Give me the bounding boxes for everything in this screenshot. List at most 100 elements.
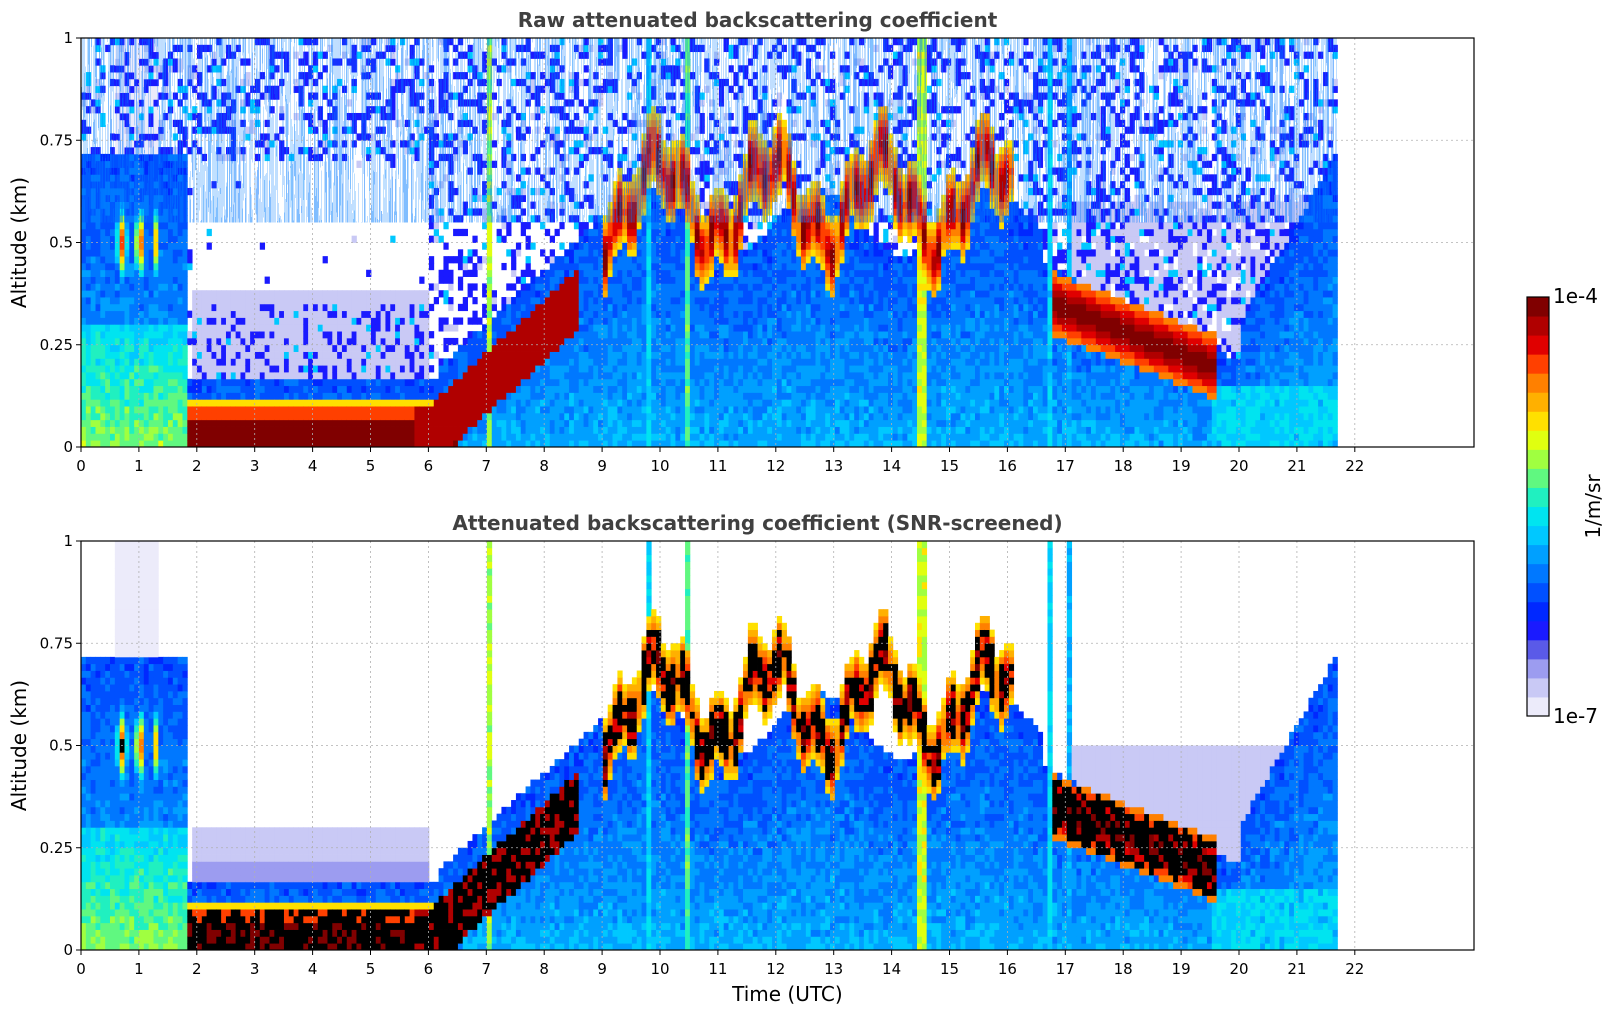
heatmap-cell <box>370 433 377 441</box>
heatmap-cell <box>366 317 372 325</box>
heatmap-cell <box>578 385 584 393</box>
heatmap-cell <box>588 256 594 264</box>
heatmap-cell <box>134 385 140 393</box>
heatmap-cell <box>651 365 657 373</box>
heatmap-cell <box>433 412 439 421</box>
heatmap-cell <box>631 283 638 291</box>
heatmap-cell <box>617 283 623 291</box>
heatmap-cell <box>182 290 188 298</box>
heatmap-cell <box>694 385 700 393</box>
heatmap-cell <box>148 249 154 257</box>
heatmap-cell <box>583 406 589 414</box>
heatmap-cell <box>515 412 522 421</box>
heatmap-cell <box>515 337 522 346</box>
heatmap-cell <box>182 440 188 447</box>
heatmap-cell <box>196 351 203 359</box>
heatmap-cell <box>332 440 338 447</box>
heatmap-cell <box>511 399 517 407</box>
heatmap-cell <box>622 262 628 271</box>
heatmap-cell <box>694 331 700 339</box>
heatmap-cell <box>138 351 145 359</box>
heatmap-cell <box>467 406 473 414</box>
heatmap-cell <box>428 406 435 414</box>
heatmap-cell <box>211 365 217 373</box>
heatmap-cell <box>660 269 667 277</box>
heatmap-cell <box>250 290 256 298</box>
heatmap-cell <box>544 433 551 441</box>
heatmap-cell <box>404 337 410 346</box>
heatmap-cell <box>694 249 700 257</box>
heatmap-cell <box>559 412 565 421</box>
heatmap-cell <box>544 331 551 339</box>
heatmap-cell <box>134 392 140 400</box>
heatmap-cell <box>90 344 96 352</box>
heatmap-cell <box>530 303 536 312</box>
heatmap-cell <box>225 351 232 359</box>
heatmap-cell <box>525 290 531 298</box>
heatmap-cell <box>293 399 299 407</box>
heatmap-cell <box>163 419 169 427</box>
heatmap-cell <box>646 235 652 243</box>
heatmap-cell <box>617 290 623 298</box>
heatmap-cell <box>201 317 208 325</box>
heatmap-cell <box>235 303 241 312</box>
heatmap-cell <box>346 412 353 421</box>
heatmap-cell <box>163 378 169 387</box>
heatmap-cell <box>583 331 589 339</box>
heatmap-cell <box>414 406 420 414</box>
heatmap-cell <box>419 406 425 414</box>
heatmap-cell <box>540 406 546 414</box>
heatmap-cell <box>525 317 531 325</box>
heatmap-cell <box>559 399 565 407</box>
heatmap-cell <box>167 337 174 346</box>
heatmap-cell <box>482 242 488 250</box>
heatmap-cell <box>656 331 662 339</box>
heatmap-cell <box>279 440 285 447</box>
heatmap-cell <box>453 256 459 264</box>
heatmap-cell <box>225 378 232 387</box>
heatmap-cell <box>694 269 700 277</box>
heatmap-cell <box>564 365 570 373</box>
heatmap-cell <box>225 412 232 421</box>
heatmap-cell <box>685 290 691 298</box>
heatmap-cell <box>656 412 662 421</box>
heatmap-cell <box>196 385 203 393</box>
heatmap-cell <box>167 399 174 407</box>
heatmap-cell <box>685 317 691 325</box>
heatmap-cell <box>143 337 150 346</box>
heatmap-cell <box>554 297 560 305</box>
heatmap-cell <box>346 324 353 332</box>
heatmap-cell <box>583 222 589 230</box>
panel-raw: Raw attenuated backscattering coefficien… <box>7 8 1475 475</box>
heatmap-cell <box>680 242 686 250</box>
heatmap-cell <box>486 385 493 393</box>
heatmap-cell <box>317 433 324 441</box>
heatmap-cell <box>322 392 328 400</box>
heatmap-cell <box>636 378 642 387</box>
heatmap-cell <box>627 256 633 264</box>
heatmap-cell <box>515 249 522 257</box>
heatmap-cell <box>593 365 599 373</box>
heatmap-cell <box>559 276 565 284</box>
heatmap-cell <box>370 351 377 359</box>
heatmap-cell <box>617 378 623 387</box>
heatmap-cell <box>631 419 638 427</box>
heatmap-cell <box>482 385 488 393</box>
heatmap-cell <box>689 385 696 393</box>
heatmap-cell <box>472 297 478 305</box>
heatmap-cell <box>95 426 101 434</box>
heatmap-cell <box>380 297 386 305</box>
heatmap-cell <box>477 344 483 352</box>
heatmap-cell <box>163 385 169 393</box>
heatmap-cell <box>153 262 159 271</box>
heatmap-cell <box>428 399 435 407</box>
heatmap-cell <box>269 297 275 305</box>
heatmap-cell <box>525 385 531 393</box>
heatmap-cell <box>375 385 382 393</box>
heatmap-cell <box>404 324 410 332</box>
heatmap-cell <box>380 412 386 421</box>
heatmap-cell <box>491 406 497 414</box>
heatmap-cell <box>254 317 261 325</box>
heatmap-cell <box>230 406 237 414</box>
heatmap-cell <box>404 317 410 325</box>
